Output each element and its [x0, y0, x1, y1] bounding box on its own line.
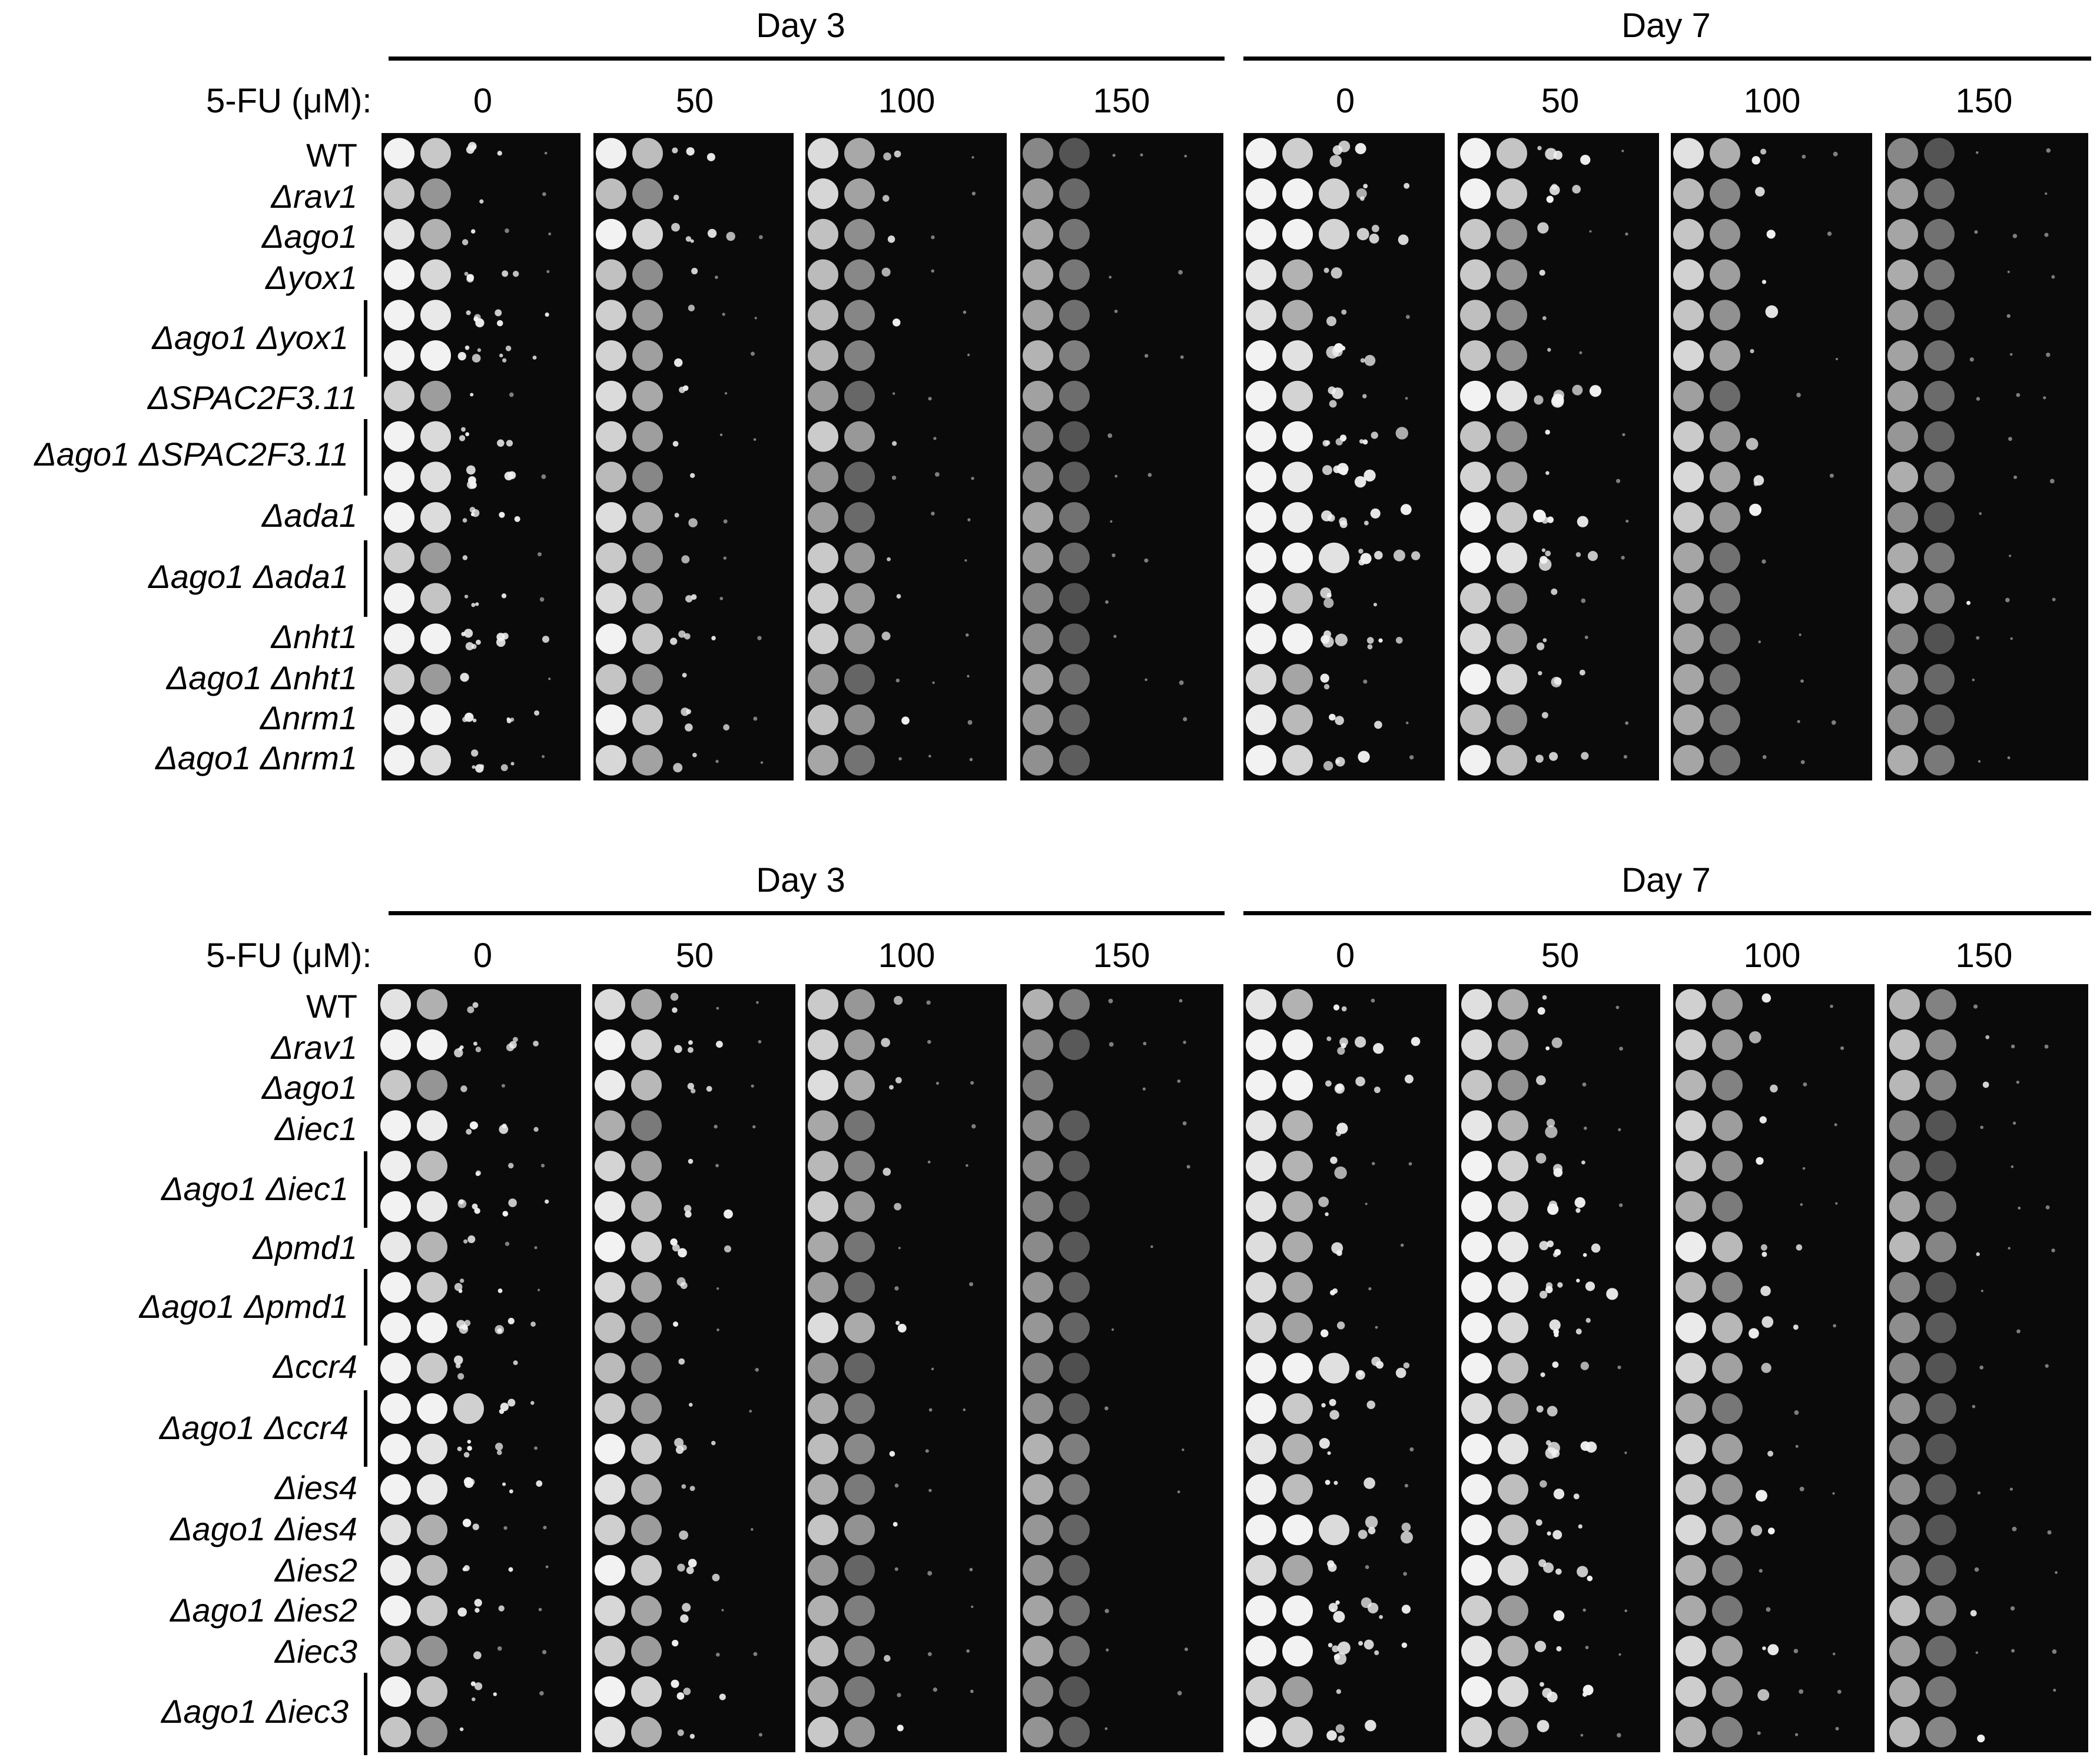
- spot-plate-bottom-d3-100: [805, 984, 1007, 1752]
- spot-plate-top-d7-100: [1671, 133, 1872, 780]
- conc-bottom-d7-150: 150: [1955, 936, 2013, 975]
- spot-plate-bottom-d3-0: [378, 984, 581, 1752]
- spot-plate-bottom-d7-150: [1887, 984, 2088, 1752]
- strain-label: Δago1 Δies4: [170, 1510, 357, 1547]
- day3-header-bottom: Day 3: [756, 861, 845, 899]
- strain-label: Δago1: [261, 218, 357, 255]
- strain-label: Δada1: [261, 497, 357, 534]
- strain-label: Δago1 Δpmd1: [139, 1288, 349, 1325]
- spot-plate-top-d3-100: [805, 133, 1007, 780]
- conc-top-d7-0: 0: [1335, 82, 1355, 120]
- strain-label: Δago1 Δiec1: [161, 1170, 349, 1207]
- bracket-bar: [364, 1151, 367, 1228]
- strain-label: Δrav1: [271, 178, 357, 215]
- strain-label: Δago1 Δnht1: [166, 659, 357, 696]
- strain-label: WT: [306, 988, 357, 1025]
- conc-bottom-d3-50: 50: [675, 936, 714, 975]
- spot-plate-bottom-d7-0: [1243, 984, 1447, 1752]
- bracket-bar: [364, 1269, 367, 1346]
- conc-bottom-d7-100: 100: [1743, 936, 1801, 975]
- spot-plate-top-d3-150: [1020, 133, 1223, 780]
- conc-top-d3-150: 150: [1093, 82, 1150, 120]
- conc-top-d7-100: 100: [1743, 82, 1801, 120]
- conc-top-d3-50: 50: [675, 82, 714, 120]
- strain-label: Δago1 Δnrm1: [155, 739, 357, 776]
- conc-bottom-d3-0: 0: [473, 936, 493, 975]
- strain-label: Δies2: [274, 1552, 357, 1589]
- strain-label: ΔSPAC2F3.11: [147, 379, 357, 416]
- strain-label: Δago1 ΔSPAC2F3.11: [34, 436, 349, 473]
- strain-label: Δiec1: [274, 1110, 357, 1147]
- spot-plate-top-d7-0: [1243, 133, 1445, 780]
- day3-header-top: Day 3: [756, 6, 845, 45]
- strain-label: Δago1 Δiec3: [161, 1693, 349, 1730]
- day3-rule-bottom: [389, 911, 1225, 915]
- bracket-bar: [364, 540, 367, 617]
- conc-top-d3-0: 0: [473, 82, 493, 120]
- day7-rule-top: [1243, 57, 2091, 61]
- spot-plate-bottom-d3-150: [1020, 984, 1223, 1752]
- bracket-bar: [364, 419, 367, 496]
- strain-label: Δago1 Δyox1: [152, 319, 349, 356]
- day7-header-bottom: Day 7: [1621, 861, 1711, 899]
- conc-bottom-d7-0: 0: [1335, 936, 1355, 975]
- treatment-label-bottom: 5-FU (μM):: [206, 936, 372, 975]
- strain-label: Δpmd1: [253, 1229, 357, 1266]
- strain-label: Δccr4: [273, 1348, 357, 1385]
- strain-label: Δyox1: [266, 259, 357, 296]
- strain-label: Δago1 Δccr4: [159, 1409, 349, 1446]
- strain-label: WT: [306, 137, 357, 174]
- strain-label: Δnrm1: [260, 699, 357, 736]
- conc-top-d3-100: 100: [878, 82, 935, 120]
- conc-bottom-d3-100: 100: [878, 936, 935, 975]
- bracket-bar: [364, 1390, 367, 1467]
- spot-plate-bottom-d7-100: [1673, 984, 1875, 1752]
- conc-bottom-d3-150: 150: [1093, 936, 1150, 975]
- spot-plate-top-d7-150: [1885, 133, 2088, 780]
- spot-plate-bottom-d3-50: [592, 984, 795, 1752]
- day7-header-top: Day 7: [1621, 6, 1711, 45]
- bracket-bar: [364, 300, 367, 377]
- spot-plate-bottom-d7-50: [1459, 984, 1660, 1752]
- strain-label: Δrav1: [271, 1029, 357, 1066]
- conc-bottom-d7-50: 50: [1541, 936, 1580, 975]
- spot-plate-top-d3-50: [593, 133, 794, 780]
- strain-label: Δago1: [261, 1069, 357, 1106]
- day7-rule-bottom: [1243, 911, 2091, 915]
- strain-label: Δiec3: [274, 1633, 357, 1670]
- strain-label: Δago1 Δies2: [170, 1592, 357, 1629]
- spot-plate-top-d3-0: [381, 133, 580, 780]
- conc-top-d7-150: 150: [1955, 82, 2013, 120]
- conc-top-d7-50: 50: [1541, 82, 1580, 120]
- strain-label: Δago1 Δada1: [148, 558, 349, 595]
- strain-label: Δies4: [274, 1469, 357, 1506]
- strain-label: Δnht1: [271, 618, 357, 655]
- treatment-label-top: 5-FU (μM):: [206, 82, 372, 120]
- spot-plate-top-d7-50: [1458, 133, 1659, 780]
- bracket-bar: [364, 1673, 367, 1755]
- day3-rule-top: [389, 57, 1225, 61]
